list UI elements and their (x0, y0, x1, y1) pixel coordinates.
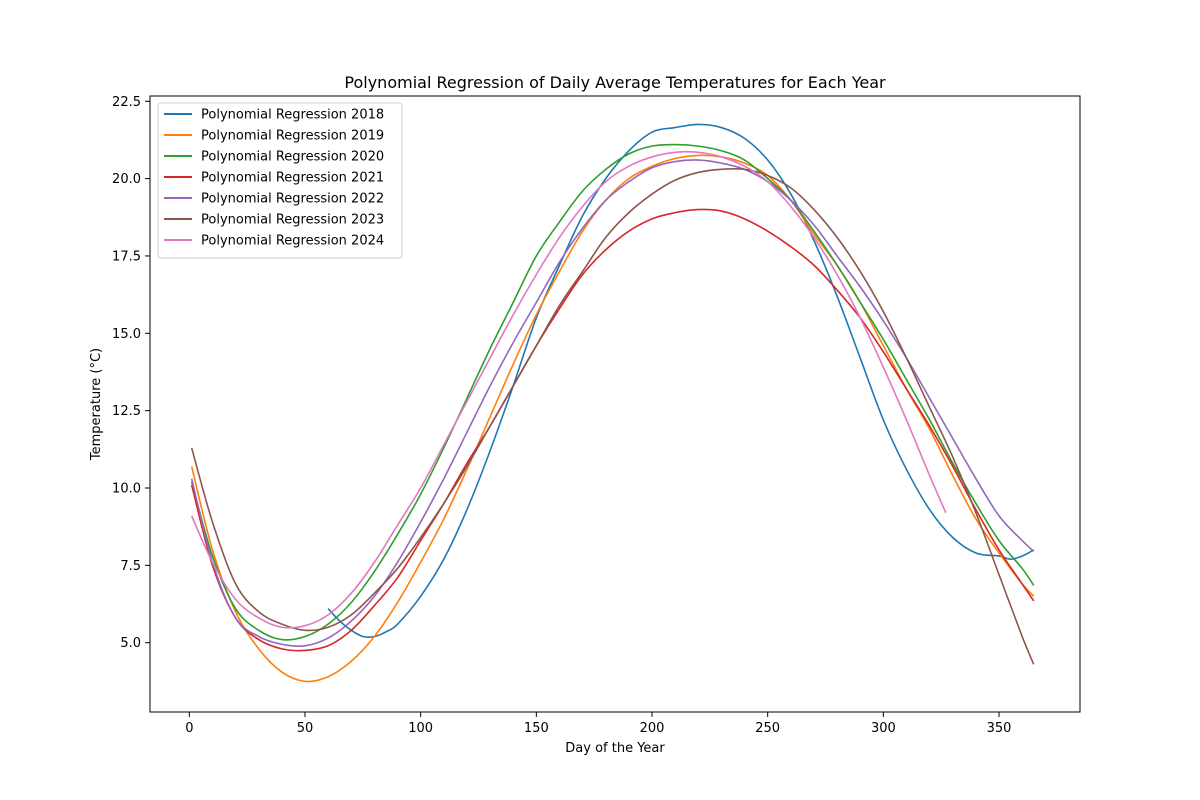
chart-title: Polynomial Regression of Daily Average T… (344, 73, 886, 92)
y-tick-label: 5.0 (120, 636, 141, 651)
legend-label: Polynomial Regression 2023 (201, 213, 384, 228)
legend-label: Polynomial Regression 2020 (201, 150, 384, 165)
legend-label: Polynomial Regression 2019 (201, 129, 384, 144)
x-tick-label: 250 (755, 721, 780, 736)
x-tick-label: 100 (408, 721, 433, 736)
x-tick-label: 300 (871, 721, 896, 736)
y-tick-label: 7.5 (120, 559, 141, 574)
x-tick-label: 150 (524, 721, 549, 736)
x-axis-label: Day of the Year (565, 741, 665, 756)
series-line-2020 (190, 143, 1035, 641)
series-layer (190, 123, 1035, 683)
legend: Polynomial Regression 2018 Polynomial Reg… (157, 102, 403, 259)
y-tick-label: 22.5 (112, 95, 141, 110)
legend-label: Polynomial Regression 2018 (201, 108, 384, 123)
x-tick-label: 50 (297, 721, 314, 736)
x-axis-ticks: 0 50 100 150 200 250 300 350 (185, 712, 1011, 736)
x-tick-label: 0 (185, 721, 193, 736)
x-tick-label: 350 (987, 721, 1012, 736)
legend-label: Polynomial Regression 2021 (201, 171, 384, 186)
plot-frame (149, 95, 1081, 713)
series-line-2021 (190, 208, 1035, 652)
y-tick-label: 17.5 (112, 249, 141, 264)
legend-label: Polynomial Regression 2024 (201, 234, 384, 249)
y-tick-label: 10.0 (112, 482, 141, 497)
y-tick-label: 20.0 (112, 172, 141, 187)
legend-box (157, 102, 403, 259)
y-tick-label: 15.0 (112, 327, 141, 342)
series-line-2018 (327, 123, 1035, 638)
y-tick-label: 12.5 (112, 404, 141, 419)
x-tick-label: 200 (640, 721, 665, 736)
y-axis-ticks: 5.0 7.5 10.0 12.5 15.0 17.5 20.0 22.5 (112, 95, 150, 651)
series-line-2024 (190, 150, 947, 629)
series-line-2023 (190, 167, 1035, 665)
y-axis-label: Temperature (°C) (89, 348, 104, 461)
legend-label: Polynomial Regression 2022 (201, 192, 384, 207)
